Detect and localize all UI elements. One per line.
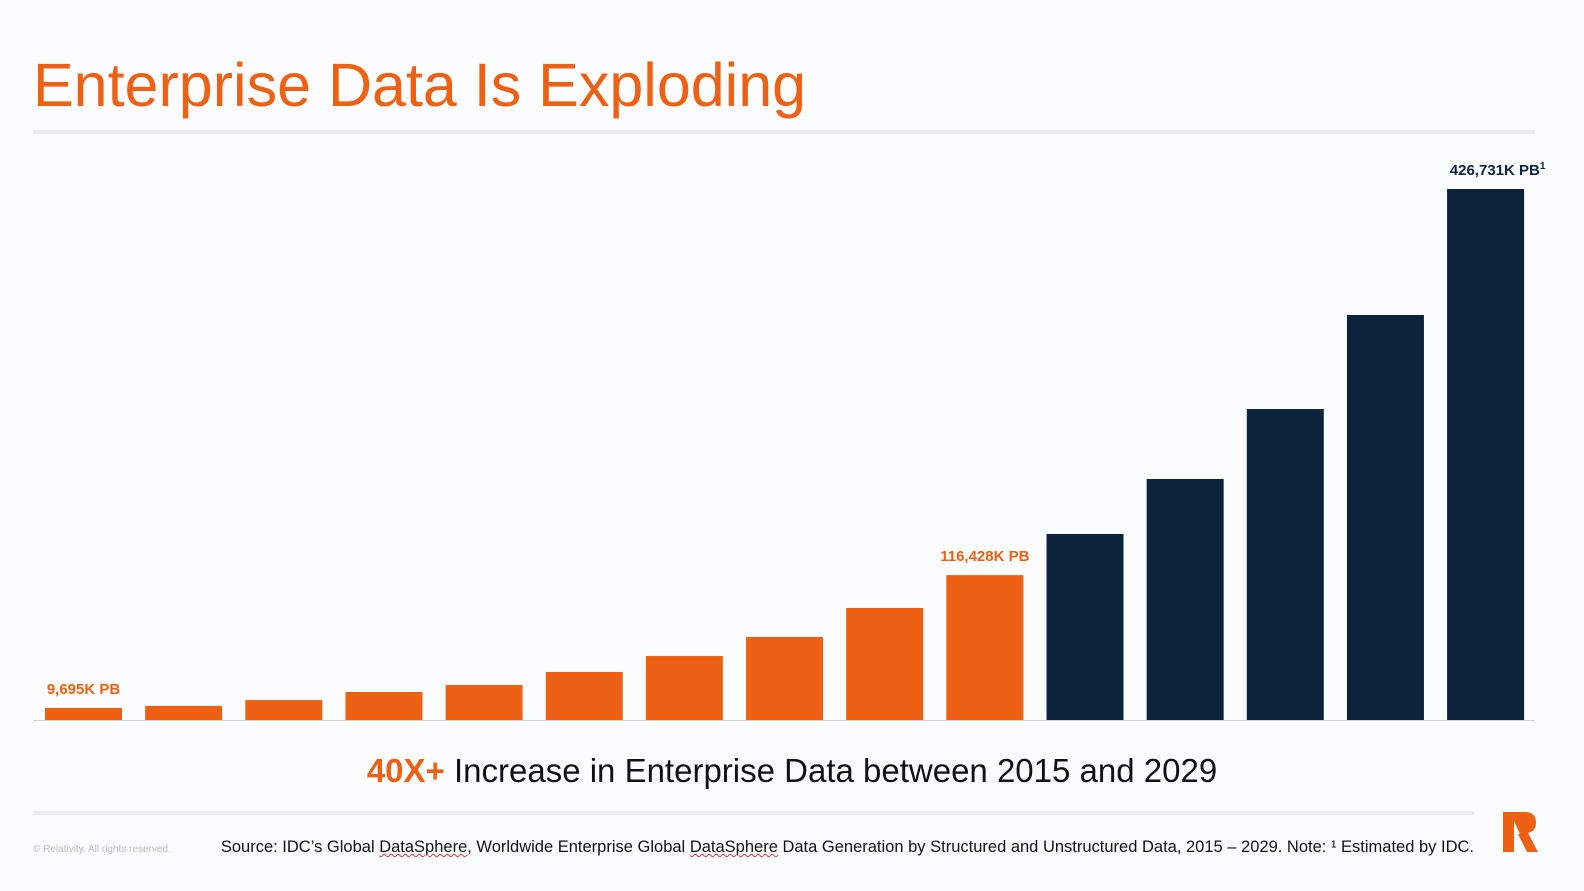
bar xyxy=(445,685,523,720)
bar xyxy=(45,707,122,720)
bar xyxy=(1146,478,1224,720)
bar xyxy=(1447,189,1525,720)
chart-caption: 40X+ Increase in Enterprise Data between… xyxy=(0,752,1584,790)
bar xyxy=(145,705,223,720)
bar xyxy=(645,656,723,720)
source-text: , Worldwide Enterprise Global xyxy=(467,838,690,856)
bar xyxy=(1046,533,1124,720)
data-label: 116,428K PB xyxy=(940,548,1029,565)
bar xyxy=(946,575,1024,720)
data-label: 9,695K PB xyxy=(47,681,121,698)
bar xyxy=(746,637,824,720)
copyright: © Relativity. All rights reserved. xyxy=(33,844,171,855)
source-note: Source: IDC’s Global DataSphere, Worldwi… xyxy=(221,838,1474,857)
source-text: DataSphere xyxy=(379,838,468,856)
bar xyxy=(1246,409,1324,720)
page-title: Enterprise Data Is Exploding xyxy=(33,51,807,119)
bar xyxy=(245,700,323,720)
relativity-logo xyxy=(1503,812,1538,852)
bar xyxy=(846,608,924,720)
caption-text: Increase in Enterprise Data between 2015… xyxy=(444,752,1218,789)
bar xyxy=(545,671,623,720)
source-text: Data Generation by Structured and Unstru… xyxy=(777,838,1474,856)
bar xyxy=(345,692,423,720)
title-divider xyxy=(33,130,1535,134)
footer-divider xyxy=(33,811,1474,815)
data-label: 426,731K PB1 xyxy=(1450,161,1546,179)
footnote-marker: 1 xyxy=(1540,161,1546,172)
source-text: DataSphere xyxy=(689,838,778,856)
caption-highlight: 40X+ xyxy=(366,752,445,789)
source-text: Source: IDC’s Global xyxy=(220,838,380,856)
bar xyxy=(1346,314,1424,720)
bar-chart: 9,695K PB 116,428K PB 426,731K PB1 xyxy=(33,161,1546,721)
